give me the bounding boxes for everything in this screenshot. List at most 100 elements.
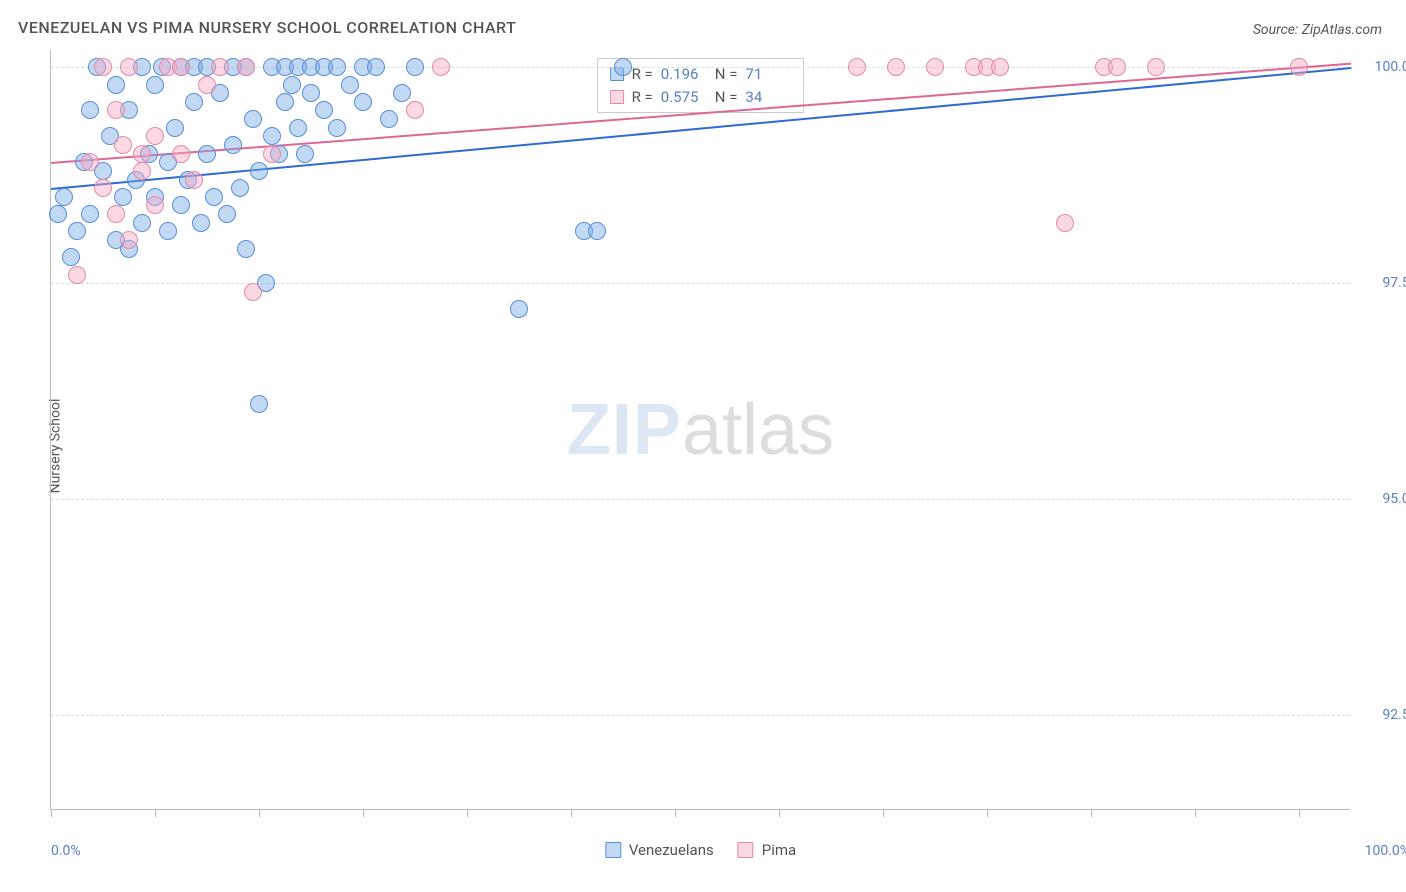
- data-point: [289, 119, 307, 137]
- x-tick: [571, 809, 572, 817]
- x-tick: [987, 809, 988, 817]
- y-tick-label: 95.0%: [1360, 491, 1406, 507]
- y-tick-label: 92.5%: [1360, 707, 1406, 723]
- x-tick: [51, 809, 52, 817]
- data-point: [81, 153, 99, 171]
- data-point: [244, 110, 262, 128]
- plot-area: ZIPatlas R =0.196N =71R =0.575N =34 0.0%…: [50, 50, 1350, 810]
- data-point: [68, 222, 86, 240]
- data-point: [250, 162, 268, 180]
- data-point: [198, 145, 216, 163]
- data-point: [94, 58, 112, 76]
- data-point: [614, 58, 632, 76]
- x-tick: [1299, 809, 1300, 817]
- data-point: [81, 205, 99, 223]
- data-point: [114, 188, 132, 206]
- data-point: [315, 101, 333, 119]
- data-point: [68, 266, 86, 284]
- data-point: [49, 205, 67, 223]
- data-point: [133, 162, 151, 180]
- data-point: [224, 136, 242, 154]
- data-point: [55, 188, 73, 206]
- x-axis-min-label: 0.0%: [51, 843, 81, 859]
- data-point: [159, 222, 177, 240]
- data-point: [205, 188, 223, 206]
- data-point: [588, 222, 606, 240]
- data-point: [237, 240, 255, 258]
- n-value: 34: [745, 86, 791, 109]
- data-point: [328, 58, 346, 76]
- data-point: [926, 58, 944, 76]
- data-point: [510, 300, 528, 318]
- gridline: [51, 499, 1350, 500]
- x-tick: [259, 809, 260, 817]
- x-tick: [155, 809, 156, 817]
- x-axis-max-label: 100.0%: [1365, 843, 1406, 859]
- data-point: [406, 58, 424, 76]
- x-tick: [675, 809, 676, 817]
- gridline: [51, 715, 1350, 716]
- data-point: [133, 214, 151, 232]
- x-tick: [363, 809, 364, 817]
- data-point: [367, 58, 385, 76]
- data-point: [848, 58, 866, 76]
- data-point: [250, 395, 268, 413]
- data-point: [120, 231, 138, 249]
- legend-label: Pima: [762, 841, 796, 859]
- data-point: [231, 179, 249, 197]
- data-point: [991, 58, 1009, 76]
- data-point: [185, 171, 203, 189]
- legend-item: Venezuelans: [605, 841, 714, 859]
- data-point: [887, 58, 905, 76]
- legend-swatch: [738, 842, 754, 858]
- data-point: [198, 76, 216, 94]
- data-point: [107, 101, 125, 119]
- data-point: [328, 119, 346, 137]
- data-point: [244, 283, 262, 301]
- series-legend: Venezuelans Pima: [605, 841, 796, 859]
- data-point: [218, 205, 236, 223]
- x-tick: [467, 809, 468, 817]
- r-value: 0.575: [661, 86, 707, 109]
- data-point: [263, 145, 281, 163]
- watermark-atlas: atlas: [682, 390, 834, 470]
- data-point: [341, 76, 359, 94]
- r-label: R =: [632, 86, 653, 109]
- data-point: [146, 76, 164, 94]
- legend-label: Venezuelans: [629, 841, 714, 859]
- x-tick: [883, 809, 884, 817]
- data-point: [1108, 58, 1126, 76]
- watermark: ZIPatlas: [567, 389, 834, 471]
- data-point: [263, 127, 281, 145]
- data-point: [146, 196, 164, 214]
- data-point: [172, 196, 190, 214]
- n-label: N =: [715, 86, 738, 109]
- data-point: [393, 84, 411, 102]
- data-point: [432, 58, 450, 76]
- data-point: [380, 110, 398, 128]
- data-point: [62, 248, 80, 266]
- legend-swatch: [605, 842, 621, 858]
- data-point: [296, 145, 314, 163]
- data-point: [94, 179, 112, 197]
- data-point: [406, 101, 424, 119]
- data-point: [107, 76, 125, 94]
- stats-row: R = 0.575 N = 34: [610, 86, 792, 109]
- data-point: [1056, 214, 1074, 232]
- data-point: [114, 136, 132, 154]
- watermark-zip: ZIP: [567, 390, 682, 470]
- y-tick-label: 97.5%: [1360, 275, 1406, 291]
- chart-title: VENEZUELAN VS PIMA NURSERY SCHOOL CORREL…: [18, 18, 516, 37]
- legend-item: Pima: [738, 841, 796, 859]
- data-point: [107, 205, 125, 223]
- data-point: [81, 101, 99, 119]
- data-point: [211, 58, 229, 76]
- data-point: [283, 76, 301, 94]
- data-point: [237, 58, 255, 76]
- data-point: [192, 214, 210, 232]
- data-point: [133, 145, 151, 163]
- data-point: [120, 58, 138, 76]
- y-tick-label: 100.0%: [1360, 59, 1406, 75]
- data-point: [354, 93, 372, 111]
- legend-swatch: [610, 90, 624, 104]
